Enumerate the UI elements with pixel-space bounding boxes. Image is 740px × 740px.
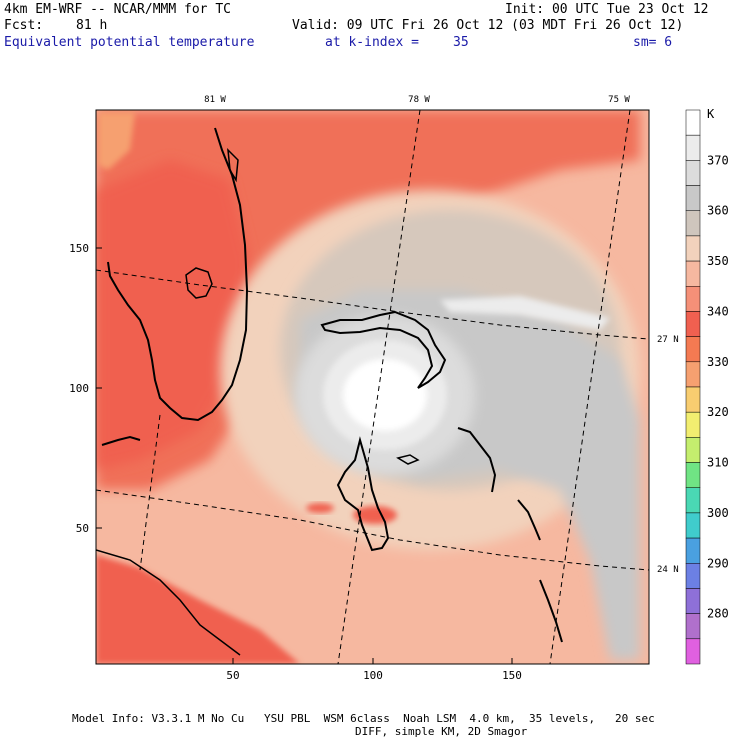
- legend-level-label: 360: [707, 204, 729, 218]
- field-white-streak: [440, 296, 610, 330]
- legend-unit: K: [707, 107, 715, 121]
- parallel-27n: [96, 269, 649, 340]
- latitude-label: 24 N: [657, 565, 679, 575]
- florida-keys: [101, 435, 141, 446]
- meridian-75w: [549, 110, 631, 664]
- legend-swatch: [685, 336, 701, 363]
- x-tick-label: 100: [363, 669, 383, 682]
- legend-swatch: [685, 512, 701, 539]
- legend-swatch: [685, 109, 701, 136]
- forecast-label: Fcst:: [4, 18, 44, 33]
- field-warm-peninsula: [96, 160, 250, 470]
- legend-swatch: [685, 361, 701, 388]
- legend-swatch: [685, 185, 701, 211]
- parallel-24n: [96, 489, 649, 571]
- field-red-patch-1: [353, 506, 397, 524]
- level-label: at k-index =: [325, 35, 419, 50]
- y-tick-label: 150: [69, 242, 89, 255]
- field-red-patch-2: [306, 503, 334, 513]
- map-frame: [95, 109, 650, 665]
- legend-swatch: [685, 286, 701, 312]
- legend-level-label: 310: [707, 456, 729, 470]
- meridian-81w-lower: [139, 414, 161, 571]
- andros-island: [336, 436, 390, 552]
- model-info-physics: DIFF, simple KM, 2D Smagor: [355, 725, 528, 738]
- x-tick-label: 50: [226, 669, 239, 682]
- longitude-label: 75 W: [608, 95, 630, 105]
- legend-level-label: 370: [707, 153, 729, 167]
- grand-bahama-abaco: [320, 310, 447, 389]
- field-name: Equivalent potential temperature: [4, 35, 255, 50]
- legend-swatch: [685, 411, 701, 438]
- legend-level-label: 290: [707, 556, 729, 570]
- legend-labels: 370 360 350 340 330 320 310 300 290 280: [707, 153, 729, 620]
- exumas: [517, 499, 541, 541]
- color-legend: [685, 109, 701, 665]
- legend-swatch: [685, 613, 701, 640]
- lake-okeechobee: [185, 267, 213, 299]
- model-info: Model Info: V3.3.1 M No Cu YSU PBL WSM 6…: [72, 712, 655, 725]
- legend-swatch: [685, 638, 701, 665]
- legend-level-label: 300: [707, 506, 729, 520]
- legend-level-label: 350: [707, 254, 729, 268]
- legend-swatch: [685, 487, 701, 514]
- legend-swatch: [685, 537, 701, 564]
- legend-swatch: [685, 210, 701, 237]
- valid-time: Valid: 09 UTC Fri 26 Oct 12 (03 MDT Fri …: [292, 18, 684, 33]
- forecast-hour: 81 h: [76, 18, 108, 33]
- legend-level-label: 280: [707, 607, 729, 621]
- legend-swatch: [685, 311, 701, 337]
- new-providence: [396, 454, 420, 465]
- legend-swatch: [685, 588, 701, 614]
- longitude-label: 81 W: [204, 95, 226, 105]
- model-title: 4km EM-WRF -- NCAR/MMM for TC: [4, 2, 231, 17]
- florida-coastline: [107, 127, 249, 422]
- level-value: 35: [453, 35, 469, 50]
- longitude-label: 78 W: [408, 95, 430, 105]
- long-island: [539, 579, 563, 643]
- legend-swatch: [685, 260, 701, 287]
- field-warm-core: [343, 359, 427, 431]
- legend-level-label: 320: [707, 405, 729, 419]
- lat-lon-grid: [96, 110, 649, 664]
- legend-level-label: 330: [707, 355, 729, 369]
- legend-swatch: [685, 462, 701, 488]
- y-tick-label: 100: [69, 382, 89, 395]
- legend-level-label: 340: [707, 304, 729, 318]
- field-warm-southwest: [96, 555, 300, 664]
- x-tick-label: 150: [502, 669, 522, 682]
- meridian-78w: [337, 110, 421, 664]
- latitude-label: 27 N: [657, 335, 679, 345]
- cuba-north-coast: [96, 549, 241, 656]
- legend-swatch: [685, 563, 701, 589]
- legend-swatch: [685, 134, 701, 161]
- legend-swatch: [685, 437, 701, 463]
- init-time: Init: 00 UTC Tue 23 Oct 12: [505, 2, 709, 17]
- eleuthera: [457, 427, 497, 493]
- legend-swatch: [685, 160, 701, 186]
- legend-swatch: [685, 235, 701, 262]
- legend-swatch: [685, 386, 701, 413]
- field-orange-patch: [98, 112, 135, 170]
- coastlines: [96, 127, 563, 656]
- temperature-field: [96, 110, 649, 664]
- smoothing-value: sm= 6: [633, 35, 673, 50]
- cape-canaveral: [227, 147, 239, 183]
- y-tick-label: 50: [76, 522, 89, 535]
